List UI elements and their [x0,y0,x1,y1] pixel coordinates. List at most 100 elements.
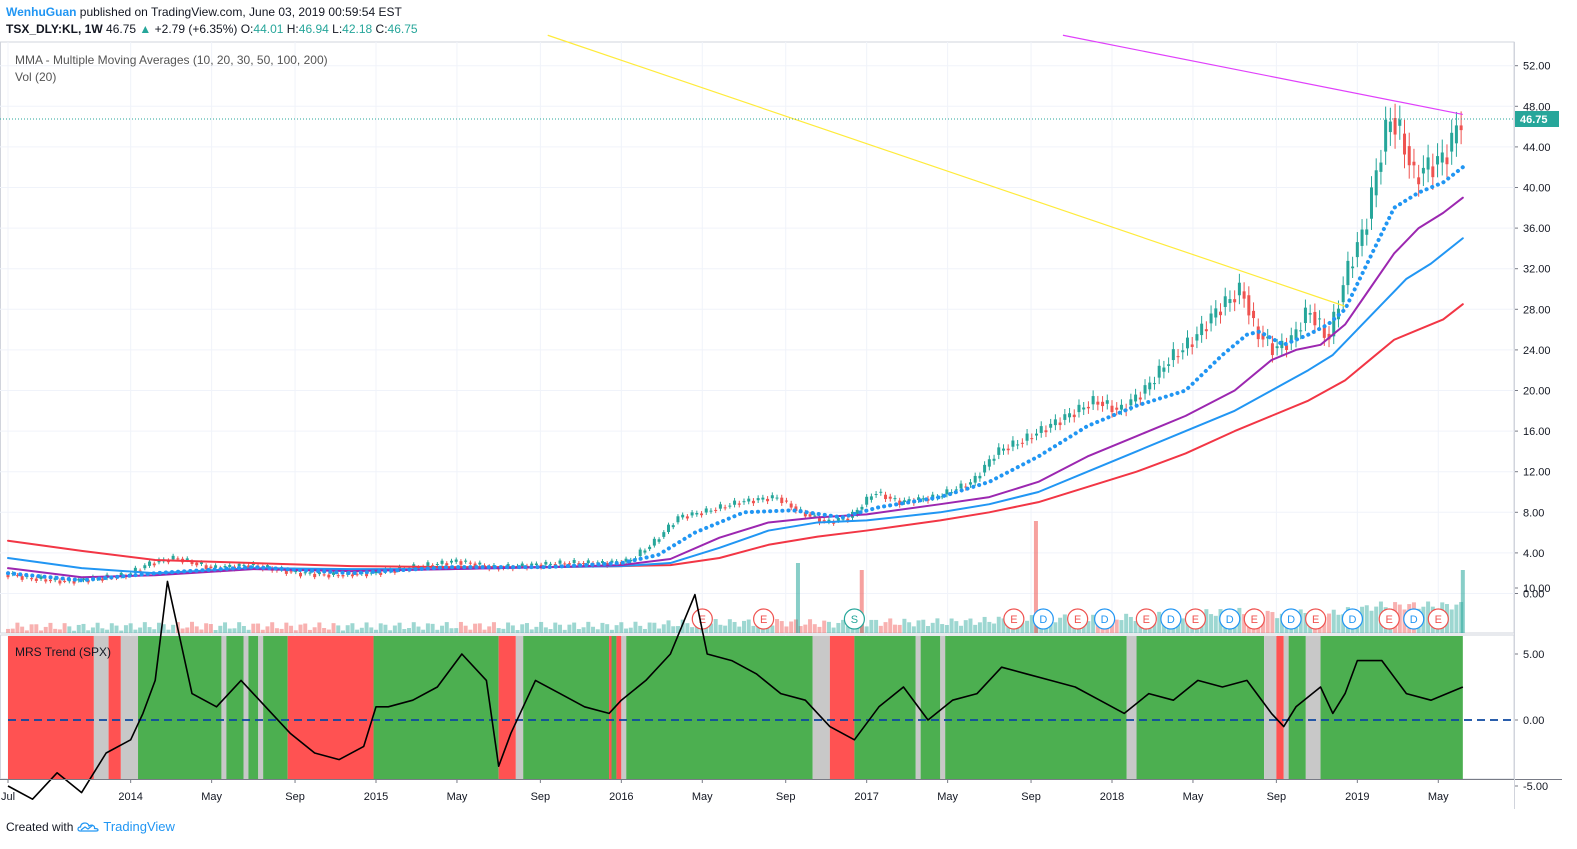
y-tick-label: 4.00 [1523,548,1544,560]
descending-magenta-trendline[interactable] [1062,34,1463,116]
candle-body [605,563,609,566]
volume-bar [553,622,558,633]
volume-bar [732,621,737,633]
volume-bar [803,624,808,633]
mrs-pane[interactable]: 10.00 5.00 0.00 -5.00 MRS Trend (SPX) [0,580,1551,801]
event-marker-S[interactable] [843,608,866,630]
volume-bar [883,622,888,633]
event-marker-E[interactable] [1378,608,1400,630]
candle-body [1025,433,1029,441]
volume-bar [161,624,166,633]
candle-body [1384,119,1388,152]
candle-body [350,574,354,577]
event-marker-E[interactable] [1135,608,1157,630]
volume-bar [487,626,492,633]
volume-bar [340,630,345,633]
candle-body [567,563,571,565]
volume-bar [185,627,190,633]
x-tick-label: May [937,791,958,803]
y-tick-label: 28.00 [1523,304,1551,316]
low-value: 42.18 [342,22,373,36]
candle-body [973,475,977,483]
y-tick-label: -5.00 [1523,781,1548,793]
event-marker-D[interactable] [1094,608,1116,630]
x-tick-label: 2015 [364,791,388,803]
volume-bar [888,618,893,633]
volume-bar [152,629,157,633]
candle-body [39,576,43,579]
volume-bar [114,625,119,633]
candle-body [770,495,774,499]
x-tick-label: May [201,791,222,803]
candle-body [1053,419,1057,426]
event-marker-D[interactable] [1219,608,1241,630]
volume-bar [911,626,916,633]
volume-bar [845,626,850,633]
event-marker-E[interactable] [1003,608,1025,630]
candle-body [600,561,604,564]
volume-bar [1020,622,1025,633]
price-pane[interactable]: 52.00 48.00 44.00 40.00 36.00 32.00 28.00 24.00… [0,34,1559,634]
volume-bar [468,629,473,633]
candle-body [874,494,878,496]
y-tick-label: 48.00 [1523,101,1551,113]
candle-body [983,464,987,473]
candle-body [1313,311,1317,326]
volume-bar [534,626,539,633]
x-tick-label: May [1428,791,1449,803]
event-marker-E[interactable] [1243,608,1265,630]
volume-bar [359,627,364,633]
event-marker-D[interactable] [1280,608,1302,630]
candle-body [808,514,812,517]
event-marker-D[interactable] [1403,608,1425,630]
candle-body [1044,430,1048,433]
descending-yellow-trendline[interactable] [547,34,1346,307]
volume-bar [39,630,44,633]
tradingview-brand[interactable]: TradingView [103,819,175,834]
candle-body [652,538,656,546]
candle-body [1006,448,1010,451]
volume-bar [392,625,397,633]
mrs-zone-green [920,636,941,779]
volume-bar [1114,619,1119,633]
y-tick-label: 44.00 [1523,142,1551,154]
candle-body [308,572,312,574]
volume-bar [180,628,185,633]
candle-body [1035,433,1039,436]
candle-body [846,518,850,521]
candle-body [1421,167,1425,174]
volume-bar [600,622,605,633]
volume-bar [652,622,657,633]
mrs-zone-red [108,636,121,779]
author-link[interactable]: WenhuGuan [6,5,77,19]
event-marker-D[interactable] [1341,608,1364,630]
x-tick-label: 2018 [1100,791,1124,803]
event-marker-E[interactable] [1305,608,1327,630]
event-marker-D[interactable] [1032,608,1054,630]
event-marker-D[interactable] [1160,608,1182,630]
time-axis[interactable]: Jul 2014 May Sep 2015 May Sep 2016 May Sep 2017 May… [0,42,1562,809]
event-marker-label: E [699,614,706,626]
volume-bar [633,621,638,633]
event-marker-E[interactable] [1427,608,1449,630]
volume-bar [369,627,374,633]
candle-body [813,515,817,517]
candle-body [898,500,902,505]
candle-body [695,512,699,515]
event-marker-E[interactable] [1184,608,1207,630]
publish-header: WenhuGuan published on TradingView.com, … [6,5,402,19]
volume-bar [793,619,798,633]
candle-body [435,564,439,566]
volume-bar [246,629,251,633]
volume-bar [581,627,586,633]
candle-body [572,560,576,564]
event-marker-E[interactable] [1067,608,1089,630]
volume-bar [100,628,105,633]
volume-bar [1369,610,1374,633]
volume-bar [34,624,39,633]
candle-body [902,500,906,503]
volume-bar [1029,615,1034,633]
event-marker-E[interactable] [753,608,775,630]
candle-body [1303,307,1307,324]
